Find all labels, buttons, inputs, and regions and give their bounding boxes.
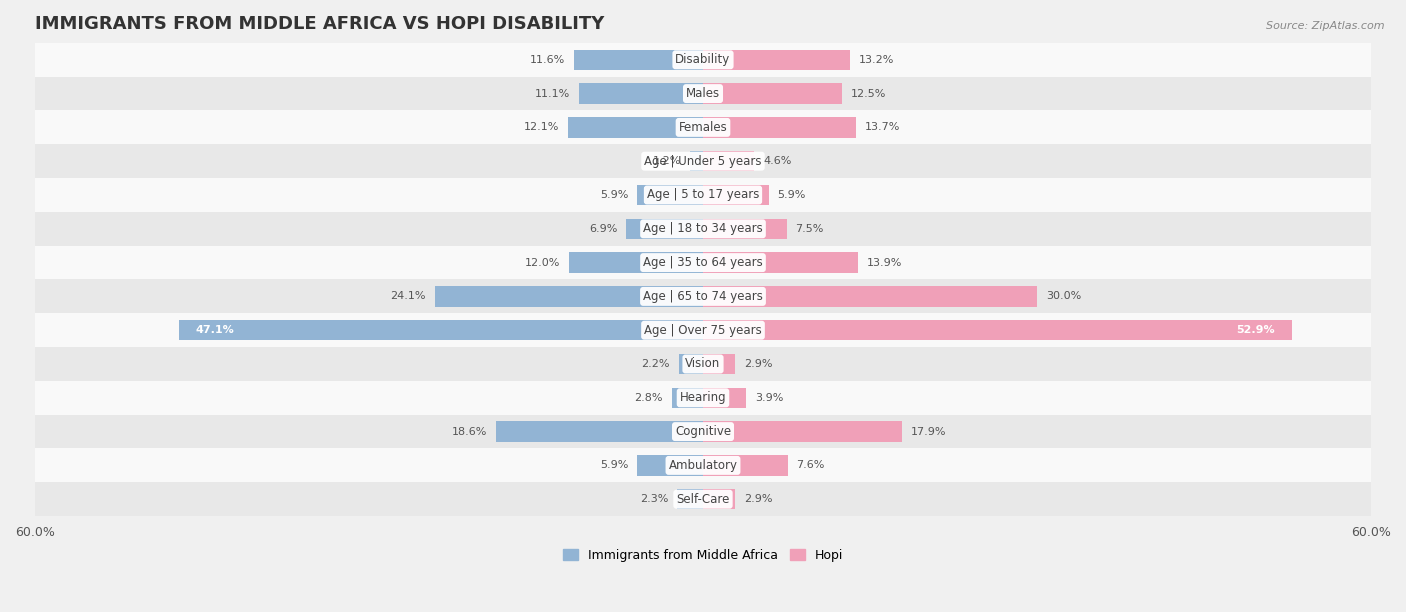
Text: Females: Females [679,121,727,134]
Bar [703,320,1292,340]
Text: 47.1%: 47.1% [195,325,233,335]
Bar [568,118,703,138]
Bar [703,422,903,442]
Bar [35,43,1371,76]
Text: 12.5%: 12.5% [851,89,886,99]
Text: Cognitive: Cognitive [675,425,731,438]
Text: 2.3%: 2.3% [640,494,668,504]
Bar [703,218,786,239]
Bar [703,286,1038,307]
Bar [35,381,1371,415]
Bar [35,245,1371,280]
Text: Vision: Vision [685,357,721,370]
Text: 2.8%: 2.8% [634,393,662,403]
Bar [703,151,754,171]
Bar [679,354,703,374]
Bar [35,76,1371,111]
Bar [35,280,1371,313]
Text: 2.9%: 2.9% [744,494,773,504]
Text: 12.1%: 12.1% [524,122,560,132]
Bar [35,449,1371,482]
Text: 30.0%: 30.0% [1046,291,1081,301]
Text: 6.9%: 6.9% [589,224,617,234]
Bar [626,218,703,239]
Bar [703,118,855,138]
Text: 17.9%: 17.9% [911,427,946,436]
Text: Age | 5 to 17 years: Age | 5 to 17 years [647,188,759,201]
Bar [35,144,1371,178]
Bar [35,178,1371,212]
Bar [678,489,703,509]
Text: Age | 35 to 64 years: Age | 35 to 64 years [643,256,763,269]
Bar [703,354,735,374]
Text: 18.6%: 18.6% [451,427,486,436]
Bar [434,286,703,307]
Text: 5.9%: 5.9% [600,190,628,200]
Text: Hearing: Hearing [679,391,727,405]
Text: 1.2%: 1.2% [652,156,681,166]
Bar [574,50,703,70]
Text: Self-Care: Self-Care [676,493,730,506]
Text: 5.9%: 5.9% [778,190,806,200]
Text: 11.6%: 11.6% [530,55,565,65]
Bar [35,212,1371,245]
Text: Age | 65 to 74 years: Age | 65 to 74 years [643,290,763,303]
Text: Age | Under 5 years: Age | Under 5 years [644,155,762,168]
Bar [35,313,1371,347]
Text: Disability: Disability [675,53,731,66]
Text: 2.2%: 2.2% [641,359,669,369]
Bar [703,185,769,205]
Bar [637,455,703,476]
Text: 11.1%: 11.1% [536,89,571,99]
Text: 4.6%: 4.6% [763,156,792,166]
Text: 12.0%: 12.0% [524,258,561,267]
Text: IMMIGRANTS FROM MIDDLE AFRICA VS HOPI DISABILITY: IMMIGRANTS FROM MIDDLE AFRICA VS HOPI DI… [35,15,605,33]
Text: 3.9%: 3.9% [755,393,783,403]
Bar [35,347,1371,381]
Bar [672,387,703,408]
Legend: Immigrants from Middle Africa, Hopi: Immigrants from Middle Africa, Hopi [558,543,848,567]
Text: 5.9%: 5.9% [600,460,628,471]
Bar [179,320,703,340]
Bar [703,50,851,70]
Bar [496,422,703,442]
Bar [689,151,703,171]
Text: 2.9%: 2.9% [744,359,773,369]
Text: Age | 18 to 34 years: Age | 18 to 34 years [643,222,763,235]
Text: 13.7%: 13.7% [865,122,900,132]
Text: 7.6%: 7.6% [797,460,825,471]
Text: 13.2%: 13.2% [859,55,894,65]
Bar [637,185,703,205]
Text: Males: Males [686,87,720,100]
Text: 24.1%: 24.1% [391,291,426,301]
Bar [35,415,1371,449]
Bar [703,489,735,509]
Bar [703,387,747,408]
Bar [569,253,703,273]
Text: 13.9%: 13.9% [866,258,903,267]
Text: Age | Over 75 years: Age | Over 75 years [644,324,762,337]
Bar [703,253,858,273]
Text: 7.5%: 7.5% [796,224,824,234]
Text: Source: ZipAtlas.com: Source: ZipAtlas.com [1267,21,1385,31]
Bar [35,111,1371,144]
Text: Ambulatory: Ambulatory [668,459,738,472]
Bar [579,83,703,103]
Text: 52.9%: 52.9% [1237,325,1275,335]
Bar [703,455,787,476]
Bar [703,83,842,103]
Bar [35,482,1371,516]
